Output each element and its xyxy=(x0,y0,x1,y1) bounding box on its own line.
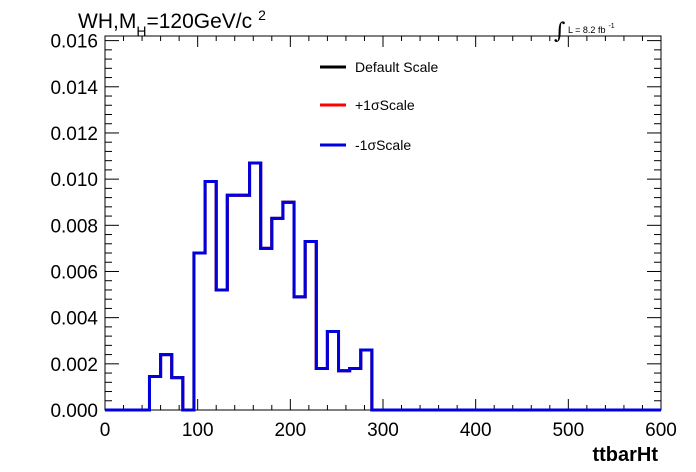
y-tick-label: 0.016 xyxy=(50,32,98,53)
y-tick-label: 0.014 xyxy=(50,78,98,99)
legend: Default Scale +1σScale -1σScale xyxy=(320,59,438,153)
y-tick-label: 0.000 xyxy=(50,401,98,422)
luminosity-annotation: ∫ L = 8.2 fb -1 xyxy=(554,19,615,44)
axes: 0 100 200 300 400 500 600 0.000 0.002 0.004 0.006 0… xyxy=(50,32,676,441)
legend-label: Default Scale xyxy=(355,59,438,75)
y-tick-label: 0.008 xyxy=(50,216,98,237)
x-tick-label: 400 xyxy=(460,420,492,441)
x-tick-label: 0 xyxy=(100,420,111,441)
x-tick-label: 200 xyxy=(274,420,306,441)
histogram-series xyxy=(105,161,661,412)
y-tick-label: 0.004 xyxy=(50,309,98,330)
y-tick-label: 0.006 xyxy=(50,262,98,283)
y-tick-label: 0.010 xyxy=(50,170,98,191)
x-tick-label: 300 xyxy=(367,420,399,441)
integral-symbol: ∫ xyxy=(554,19,566,44)
legend-label: -1σScale xyxy=(355,137,411,153)
x-tick-label: 500 xyxy=(552,420,584,441)
chart-title: WH,MH=120GeV/c 2 xyxy=(78,7,266,39)
legend-label: +1σScale xyxy=(355,97,415,113)
x-tick-label: 100 xyxy=(182,420,214,441)
y-tick-label: 0.002 xyxy=(50,355,98,376)
x-axis-label: ttbarHt xyxy=(592,444,658,466)
luminosity-text: L = 8.2 fb -1 xyxy=(568,23,615,35)
y-tick-label: 0.012 xyxy=(50,124,98,145)
histogram-series-2 xyxy=(105,161,661,412)
x-tick-label: 600 xyxy=(645,420,677,441)
